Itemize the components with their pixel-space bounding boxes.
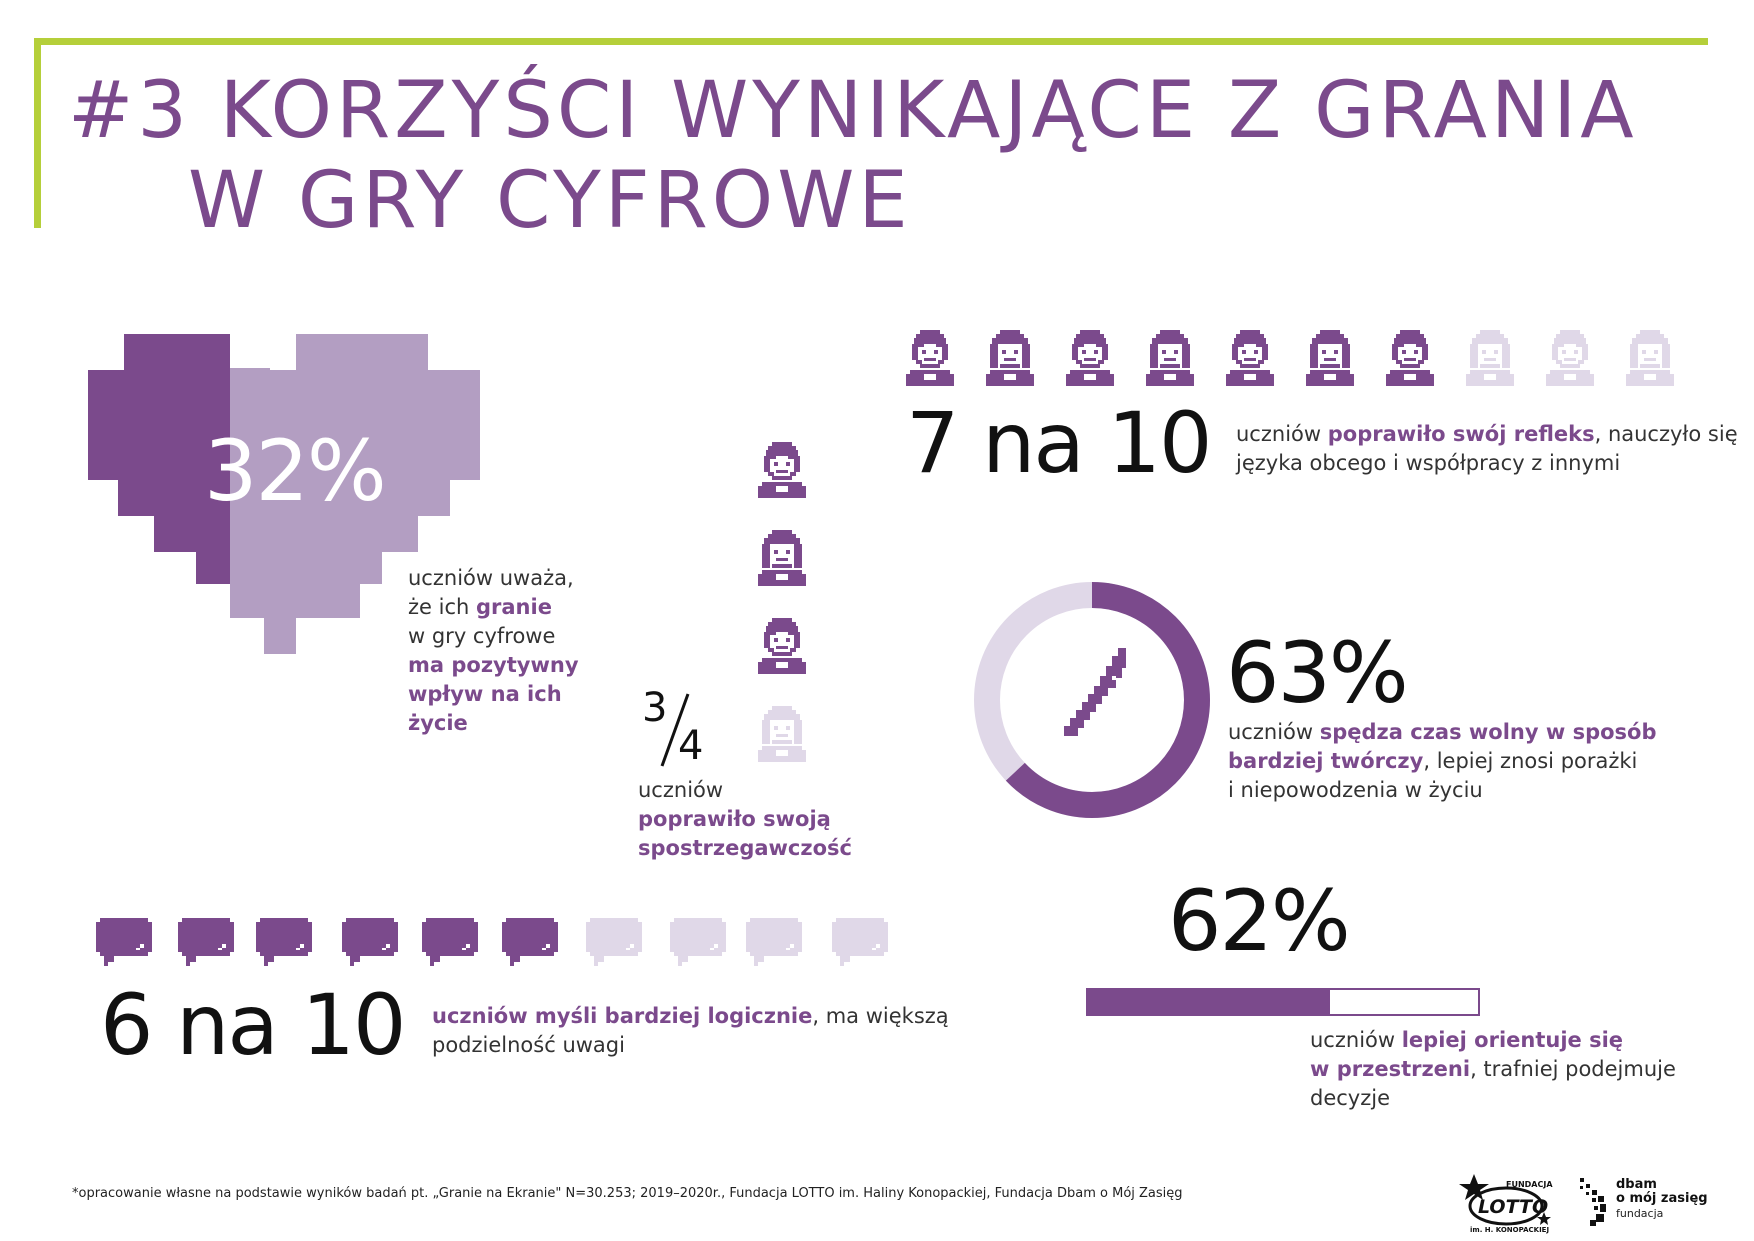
heart-desc-highlight: granie	[475, 595, 552, 619]
bar-desc-highlight: w przestrzeni	[1310, 1057, 1471, 1081]
speech-bubble-icon	[670, 918, 726, 966]
person-icon	[1146, 330, 1194, 386]
progress-bar-fill	[1088, 990, 1330, 1014]
heart-desc-highlight: ma pozytywny	[408, 653, 579, 677]
speech-bubbles-row	[96, 918, 916, 974]
speech-bubble-icon	[502, 918, 558, 966]
person-icon	[986, 330, 1034, 386]
person-icon	[1386, 330, 1434, 386]
people-row	[906, 330, 1706, 390]
heart-stat-description: uczniów uważa, że ich granie w gry cyfro…	[408, 564, 579, 738]
speech-bubble-icon	[96, 918, 152, 966]
frame-top-bar	[34, 38, 1708, 45]
bubbles-stat-value: 6 na 10	[100, 976, 406, 1074]
progress-bar	[1086, 988, 1480, 1016]
bar-desc-text: , trafniej podejmuje	[1470, 1057, 1676, 1081]
bar-desc-text: uczniów	[1310, 1028, 1402, 1052]
bar-stat-value: 62%	[1168, 872, 1351, 970]
heart-desc-line: że ich	[408, 595, 476, 619]
footnote: *opracowanie własne na podstawie wyników…	[72, 1186, 1183, 1201]
person-icon	[1306, 330, 1354, 386]
donut-stat-description: uczniów spędza czas wolny w sposób bardz…	[1228, 718, 1657, 805]
donut-value-arc	[974, 582, 1210, 818]
fraction-slash	[660, 693, 690, 767]
bubbles-desc-text: podzielność uwagi	[432, 1033, 625, 1057]
bubbles-stat-description: uczniów myśli bardziej logicznie, ma wię…	[432, 1002, 949, 1060]
bubbles-desc-highlight: uczniów myśli bardziej logicznie	[432, 1004, 813, 1028]
person-icon	[1626, 330, 1674, 386]
dbam-logo-line2: o mój zasięg	[1616, 1191, 1708, 1206]
bar-desc-highlight: lepiej orientuje się	[1401, 1028, 1624, 1052]
person-icon	[758, 442, 806, 498]
heart-desc-highlight: wpływ na ich	[408, 682, 562, 706]
people-stat-value: 7 na 10	[906, 394, 1212, 492]
fraction-numerator: 3	[642, 685, 668, 731]
speech-bubble-icon	[832, 918, 888, 966]
speech-bubble-icon	[746, 918, 802, 966]
people-column	[758, 442, 814, 772]
page-title: #3 KORZYŚCI WYNIKAJĄCE Z GRANIA W GRY CY…	[68, 66, 1638, 246]
title-line-2: W GRY CYFROWE	[188, 156, 912, 246]
fraction-denominator: 4	[678, 723, 704, 769]
donut-desc-text: uczniów	[1228, 720, 1320, 744]
speech-bubble-icon	[256, 918, 312, 966]
donut-chart	[974, 582, 1210, 818]
person-icon	[758, 530, 806, 586]
donut-desc-highlight: spędza czas wolny w sposób	[1319, 720, 1657, 744]
person-icon	[758, 706, 806, 762]
heart-desc-line: uczniów uważa,	[408, 566, 574, 590]
dbam-logo-line1: dbam	[1616, 1177, 1657, 1192]
speech-bubble-icon	[586, 918, 642, 966]
heart-stat-value: 32%	[204, 422, 387, 520]
speech-bubble-icon	[342, 918, 398, 966]
fraction-desc-highlight: spostrzegawczość	[638, 836, 852, 860]
people-stat-description: uczniów poprawiło swój refleks, nauczyło…	[1236, 420, 1738, 478]
frame-left-bar	[34, 38, 41, 228]
title-line-1: #3 KORZYŚCI WYNIKAJĄCE Z GRANIA	[68, 66, 1638, 156]
heart-desc-line: w gry cyfrowe	[408, 624, 556, 648]
fraction-value: 3 4	[640, 688, 720, 772]
dbam-logo: dbam o mój zasięg fundacja	[1578, 1176, 1708, 1232]
people-desc-text: języka obcego i współpracy z innymi	[1236, 451, 1621, 475]
lotto-logo: FUNDACJA LOTTO im. H. KONOPACKIEJ	[1456, 1172, 1556, 1236]
fraction-desc-text: uczniów	[638, 778, 724, 802]
lotto-logo-mark	[1459, 1174, 1551, 1226]
person-icon	[906, 330, 954, 386]
people-desc-highlight: poprawiło swój refleks	[1327, 422, 1595, 446]
person-icon	[1466, 330, 1514, 386]
person-icon	[1226, 330, 1274, 386]
speech-bubble-icon	[422, 918, 478, 966]
donut-desc-text: i niepowodzenia w życiu	[1228, 778, 1483, 802]
people-desc-text: uczniów	[1236, 422, 1328, 446]
dbam-logo-line3: fundacja	[1616, 1207, 1664, 1220]
people-desc-text: , nauczyło się	[1594, 422, 1738, 446]
donut-desc-text: , lepiej znosi porażki	[1423, 749, 1638, 773]
fraction-desc-highlight: poprawiło swoją	[638, 807, 831, 831]
lotto-logo-top: FUNDACJA	[1506, 1180, 1553, 1189]
bar-desc-text: decyzje	[1310, 1086, 1391, 1110]
donut-desc-highlight: bardziej twórczy	[1228, 749, 1424, 773]
donut-stat-value: 63%	[1226, 624, 1409, 722]
heart-icon	[88, 334, 480, 654]
brush-icon	[1064, 648, 1126, 736]
person-icon	[758, 618, 806, 674]
fraction-stat-description: uczniów poprawiło swoją spostrzegawczość	[638, 776, 852, 863]
person-icon	[1546, 330, 1594, 386]
dbam-logo-mark	[1580, 1178, 1606, 1226]
person-icon	[1066, 330, 1114, 386]
speech-bubble-icon	[178, 918, 234, 966]
heart-desc-highlight: życie	[408, 711, 468, 735]
bubbles-desc-text: , ma większą	[812, 1004, 949, 1028]
lotto-logo-bottom: im. H. KONOPACKIEJ	[1470, 1226, 1550, 1234]
lotto-logo-main: LOTTO	[1478, 1196, 1549, 1218]
bar-stat-description: uczniów lepiej orientuje się w przestrze…	[1310, 1026, 1676, 1113]
